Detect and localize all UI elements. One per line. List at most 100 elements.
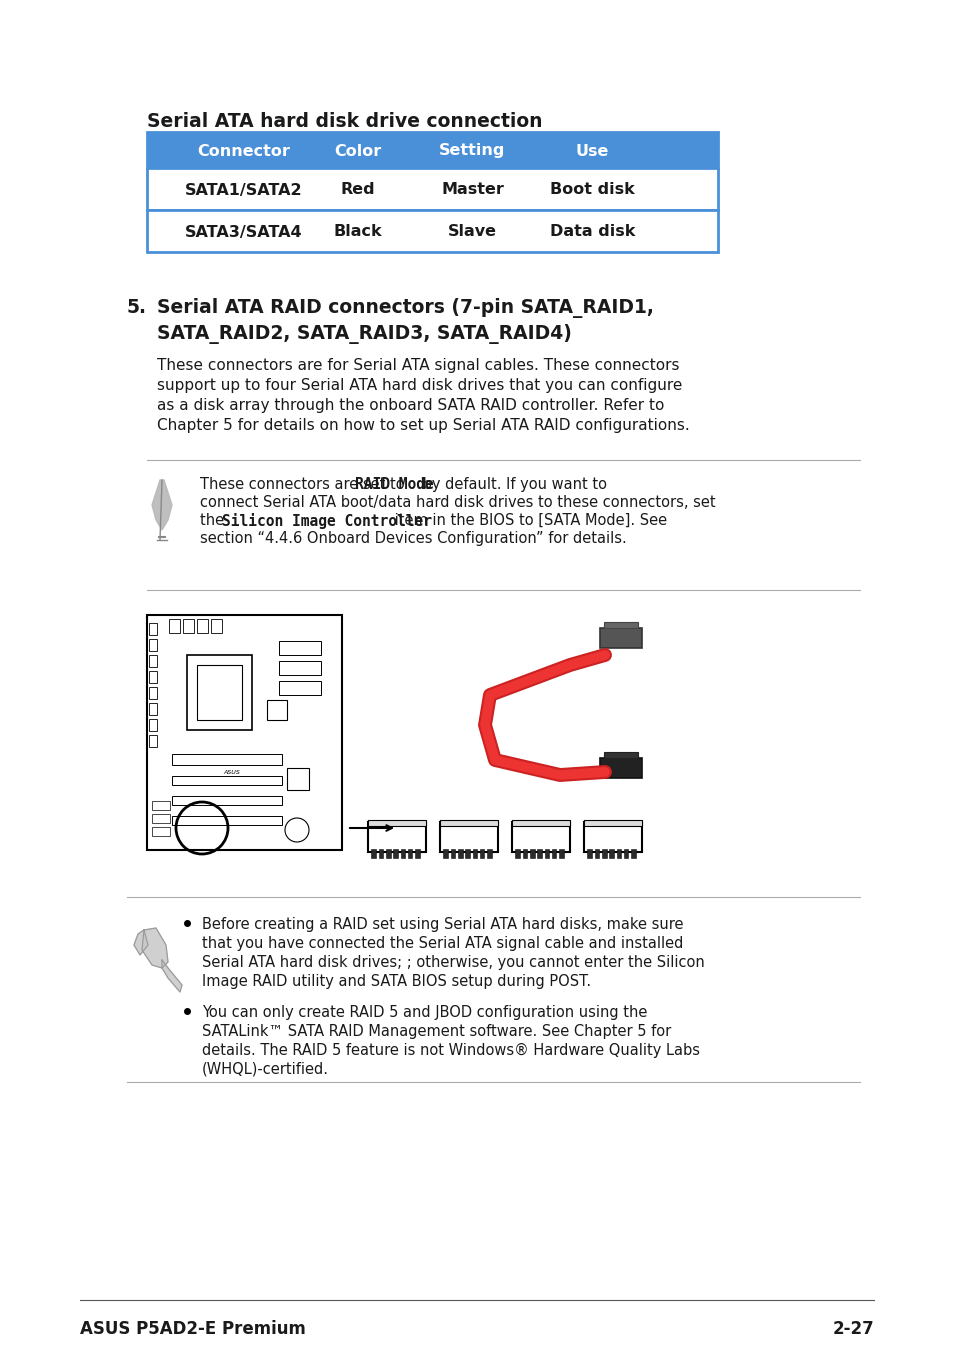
Bar — [187, 655, 252, 730]
Polygon shape — [162, 961, 182, 992]
Bar — [149, 735, 157, 747]
Bar — [443, 848, 448, 858]
Text: SATA3/SATA4: SATA3/SATA4 — [185, 224, 302, 239]
Bar — [278, 640, 320, 655]
Text: Chapter 5 for details on how to set up Serial ATA RAID configurations.: Chapter 5 for details on how to set up S… — [157, 417, 689, 434]
Text: item in the BIOS to [SATA Mode]. See: item in the BIOS to [SATA Mode]. See — [390, 513, 667, 528]
Text: Connector: Connector — [197, 143, 291, 158]
Text: Red: Red — [340, 182, 375, 197]
Bar — [599, 758, 641, 778]
Text: Serial ATA hard disk drives; ; otherwise, you cannot enter the Silicon: Serial ATA hard disk drives; ; otherwise… — [202, 955, 704, 970]
Bar — [522, 848, 527, 858]
Text: Data disk: Data disk — [549, 224, 635, 239]
Text: These connectors are for Serial ATA signal cables. These connectors: These connectors are for Serial ATA sign… — [157, 358, 679, 373]
Bar — [149, 671, 157, 684]
Bar — [537, 848, 541, 858]
Bar — [472, 848, 476, 858]
Bar — [530, 848, 534, 858]
Bar — [479, 848, 484, 858]
Text: Before creating a RAID set using Serial ATA hard disks, make sure: Before creating a RAID set using Serial … — [202, 917, 682, 932]
Bar — [616, 848, 620, 858]
Text: Boot disk: Boot disk — [550, 182, 634, 197]
Bar — [400, 848, 405, 858]
Text: Serial ATA hard disk drive connection: Serial ATA hard disk drive connection — [147, 112, 542, 131]
Bar — [149, 655, 157, 667]
Bar — [149, 703, 157, 715]
Bar — [149, 623, 157, 635]
Bar — [601, 848, 606, 858]
Bar — [172, 754, 282, 765]
Text: ASUS P5AD2-E Premium: ASUS P5AD2-E Premium — [80, 1320, 306, 1337]
Bar — [368, 820, 426, 825]
Bar — [172, 796, 282, 805]
Text: support up to four Serial ATA hard disk drives that you can configure: support up to four Serial ATA hard disk … — [157, 378, 681, 393]
Bar — [512, 821, 569, 852]
Bar — [552, 848, 556, 858]
Bar — [512, 820, 569, 825]
Text: by default. If you want to: by default. If you want to — [418, 477, 607, 492]
Bar — [631, 848, 635, 858]
Bar — [587, 848, 592, 858]
Bar — [147, 209, 718, 253]
Bar — [149, 719, 157, 731]
Bar — [515, 848, 519, 858]
Bar — [393, 848, 397, 858]
Polygon shape — [152, 480, 172, 530]
Bar — [439, 820, 497, 825]
Text: ASUS: ASUS — [223, 770, 240, 775]
Text: RAID Mode: RAID Mode — [355, 477, 434, 492]
Text: Color: Color — [335, 143, 381, 158]
Bar — [368, 821, 426, 852]
Text: Image RAID utility and SATA BIOS setup during POST.: Image RAID utility and SATA BIOS setup d… — [202, 974, 591, 989]
Bar — [183, 619, 193, 634]
Bar — [172, 775, 282, 785]
Bar — [169, 619, 180, 634]
Text: You can only create RAID 5 and JBOD configuration using the: You can only create RAID 5 and JBOD conf… — [202, 1005, 647, 1020]
Text: Serial ATA RAID connectors (7-pin SATA_RAID1,: Serial ATA RAID connectors (7-pin SATA_R… — [157, 299, 653, 317]
Bar — [147, 615, 341, 850]
Bar — [408, 848, 412, 858]
Bar — [378, 848, 383, 858]
Bar — [149, 688, 157, 698]
Text: Setting: Setting — [438, 143, 505, 158]
Circle shape — [285, 817, 309, 842]
Text: details. The RAID 5 feature is not Windows® Hardware Quality Labs: details. The RAID 5 feature is not Windo… — [202, 1043, 700, 1058]
Text: section “4.4.6 Onboard Devices Configuration” for details.: section “4.4.6 Onboard Devices Configura… — [200, 531, 626, 546]
Bar — [287, 767, 309, 790]
Bar — [599, 628, 641, 648]
Bar — [196, 619, 208, 634]
Text: Master: Master — [440, 182, 503, 197]
Bar — [149, 639, 157, 651]
Text: 2-27: 2-27 — [831, 1320, 873, 1337]
Bar — [172, 816, 282, 825]
Bar — [152, 801, 170, 811]
Text: Slave: Slave — [448, 224, 497, 239]
Text: as a disk array through the onboard SATA RAID controller. Refer to: as a disk array through the onboard SATA… — [157, 399, 663, 413]
Text: SATA_RAID2, SATA_RAID3, SATA_RAID4): SATA_RAID2, SATA_RAID3, SATA_RAID4) — [157, 324, 571, 345]
Bar — [147, 132, 718, 168]
Bar — [439, 821, 497, 852]
Text: SATALink™ SATA RAID Management software. See Chapter 5 for: SATALink™ SATA RAID Management software.… — [202, 1024, 671, 1039]
Text: Black: Black — [334, 224, 382, 239]
Bar — [267, 700, 287, 720]
Bar — [152, 827, 170, 836]
Bar — [152, 815, 170, 823]
Text: the: the — [200, 513, 229, 528]
Bar — [415, 848, 419, 858]
Text: Use: Use — [575, 143, 608, 158]
Text: that you have connected the Serial ATA signal cable and installed: that you have connected the Serial ATA s… — [202, 936, 682, 951]
Bar — [147, 168, 718, 209]
Bar — [451, 848, 455, 858]
Text: connect Serial ATA boot/data hard disk drives to these connectors, set: connect Serial ATA boot/data hard disk d… — [200, 494, 715, 509]
Text: Silicon Image Controller: Silicon Image Controller — [222, 513, 432, 530]
Polygon shape — [133, 929, 148, 955]
Bar — [609, 848, 614, 858]
Bar — [603, 621, 638, 628]
Text: (WHQL)-certified.: (WHQL)-certified. — [202, 1062, 329, 1077]
Bar — [211, 619, 222, 634]
Bar — [196, 665, 242, 720]
Bar — [465, 848, 470, 858]
Bar — [544, 848, 549, 858]
Polygon shape — [142, 928, 168, 969]
Bar — [487, 848, 492, 858]
